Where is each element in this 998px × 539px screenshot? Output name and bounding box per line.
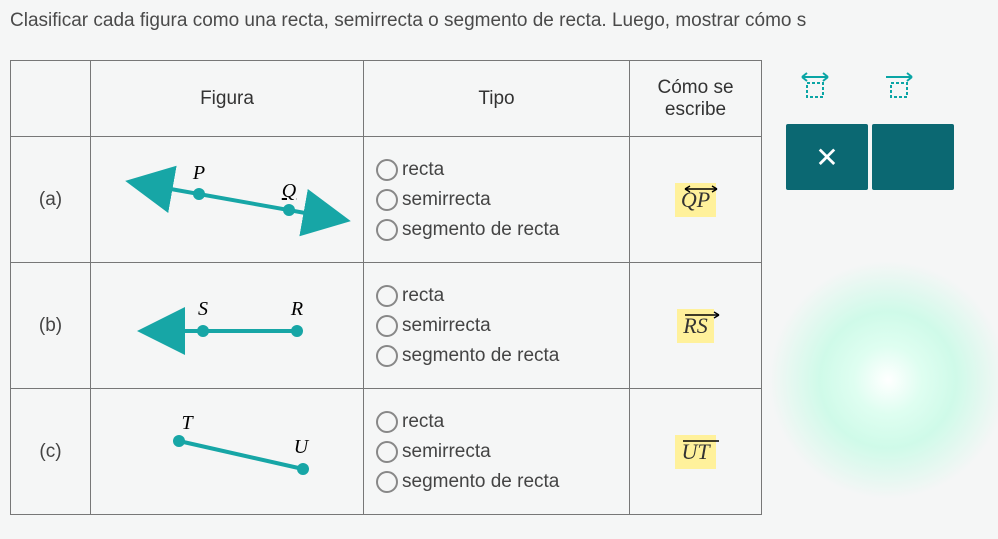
option-label: segmento de recta <box>402 471 559 493</box>
radio-icon <box>376 315 398 337</box>
radio-icon <box>376 159 398 181</box>
table-row: (c) T U recta sem <box>11 389 762 515</box>
option-semirrecta-b[interactable]: semirrecta <box>376 315 491 337</box>
option-label: segmento de recta <box>402 345 559 367</box>
radio-icon <box>376 345 398 367</box>
row-label-c: (c) <box>39 441 61 462</box>
option-label: recta <box>402 159 444 181</box>
option-label: semirrecta <box>402 189 491 211</box>
radio-icon <box>376 471 398 493</box>
segment-c <box>179 441 303 469</box>
bar-overline-icon <box>681 436 721 446</box>
point-u-dot <box>297 463 309 475</box>
classification-table: Figura Tipo Cómo se escribe (a) <box>10 60 762 515</box>
header-figura: Figura <box>91 61 364 137</box>
figure-cell-b: S R <box>91 263 363 388</box>
right-arrow-overline-icon <box>683 310 723 320</box>
header-blank <box>11 61 91 137</box>
point-r-dot <box>291 325 303 337</box>
figure-cell-c: T U <box>91 389 363 514</box>
notation-box-b[interactable]: RS <box>677 309 713 343</box>
option-label: segmento de recta <box>402 219 559 241</box>
point-p-label: P <box>192 162 205 184</box>
close-button[interactable]: ✕ <box>786 124 868 190</box>
option-label: semirrecta <box>402 441 491 463</box>
header-como: Cómo se escribe <box>630 61 762 137</box>
radio-icon <box>376 411 398 433</box>
notation-box-c[interactable]: UT <box>675 435 715 469</box>
tool-right-arrow-notation[interactable] <box>876 66 922 106</box>
radio-icon <box>376 189 398 211</box>
point-t-dot <box>173 435 185 447</box>
close-icon: ✕ <box>815 141 838 174</box>
point-u-label: U <box>294 436 310 458</box>
row-label-b: (b) <box>39 315 62 336</box>
tipo-options-b: recta semirrecta segmento de recta <box>364 285 629 367</box>
tipo-options-c: recta semirrecta segmento de recta <box>364 411 629 493</box>
point-s-label: S <box>198 298 208 320</box>
table-row: (b) S R <box>11 263 762 389</box>
line-a <box>137 183 339 219</box>
radio-icon <box>376 441 398 463</box>
tipo-options-a: recta semirrecta segmento de recta <box>364 159 629 241</box>
option-recta-a[interactable]: recta <box>376 159 444 181</box>
instruction-text: Clasificar cada figura como una recta, s… <box>10 10 998 32</box>
radio-icon <box>376 285 398 307</box>
option-semirrecta-c[interactable]: semirrecta <box>376 441 491 463</box>
tool-double-arrow-notation[interactable] <box>792 66 838 106</box>
row-label-a: (a) <box>39 189 62 210</box>
option-semirrecta-a[interactable]: semirrecta <box>376 189 491 211</box>
option-label: semirrecta <box>402 315 491 337</box>
option-segmento-a[interactable]: segmento de recta <box>376 219 559 241</box>
option-recta-c[interactable]: recta <box>376 411 444 433</box>
option-label: recta <box>402 411 444 433</box>
right-arrow-over-box-icon <box>882 71 916 101</box>
option-label: recta <box>402 285 444 307</box>
table-header-row: Figura Tipo Cómo se escribe <box>11 61 762 137</box>
notation-box-a[interactable]: QP <box>675 183 716 217</box>
tool-panel: ✕ <box>786 60 954 190</box>
point-q-dot <box>283 204 295 216</box>
point-p-dot <box>193 188 205 200</box>
secondary-big-button[interactable] <box>872 124 954 190</box>
radio-icon <box>376 219 398 241</box>
option-recta-b[interactable]: recta <box>376 285 444 307</box>
option-segmento-c[interactable]: segmento de recta <box>376 471 559 493</box>
point-r-label: R <box>290 298 303 320</box>
option-segmento-b[interactable]: segmento de recta <box>376 345 559 367</box>
table-row: (a) P Q <box>11 137 762 263</box>
double-arrow-overline-icon <box>681 184 721 194</box>
figure-cell-a: P Q <box>91 137 363 262</box>
point-t-label: T <box>181 412 194 434</box>
point-q-label: Q <box>282 180 297 202</box>
double-arrow-over-box-icon <box>798 71 832 101</box>
point-s-dot <box>197 325 209 337</box>
header-tipo: Tipo <box>364 61 630 137</box>
